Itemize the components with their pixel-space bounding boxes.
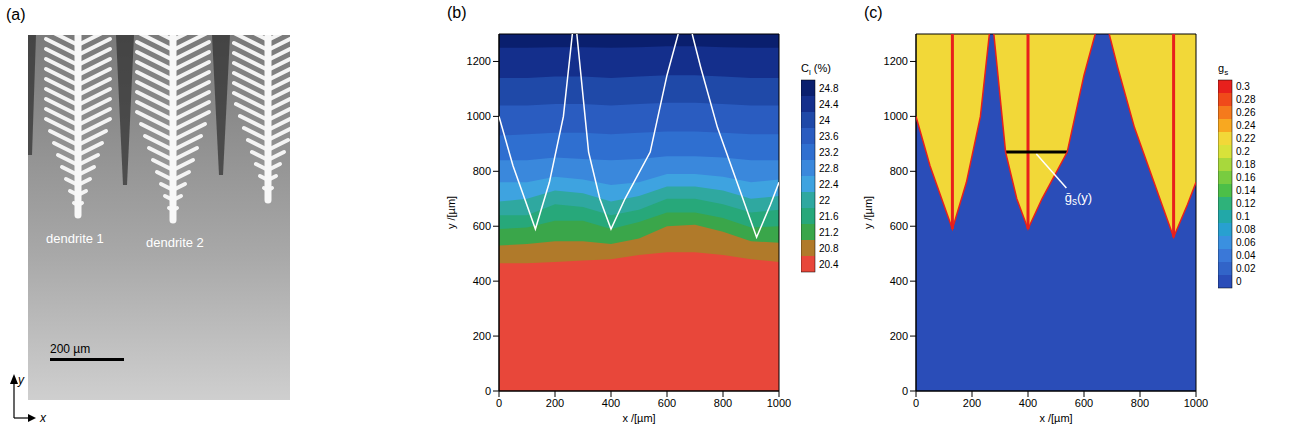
svg-text:24.4: 24.4 (819, 99, 839, 110)
svg-text:0.24: 0.24 (1236, 120, 1256, 131)
svg-text:(c): (c) (864, 4, 883, 21)
svg-text:800: 800 (714, 397, 732, 409)
svg-text:0: 0 (1236, 276, 1242, 287)
svg-text:0.06: 0.06 (1236, 237, 1256, 248)
svg-text:0.26: 0.26 (1236, 107, 1256, 118)
svg-text:1000: 1000 (1184, 397, 1208, 409)
svg-text:x /[µm]: x /[µm] (622, 412, 655, 424)
svg-text:24.8: 24.8 (819, 83, 839, 94)
svg-text:800: 800 (473, 165, 491, 177)
svg-text:(b): (b) (447, 4, 467, 21)
svg-text:800: 800 (1131, 397, 1149, 409)
svg-text:400: 400 (890, 275, 908, 287)
svg-text:x /[µm]: x /[µm] (1039, 412, 1072, 424)
svg-text:800: 800 (890, 165, 908, 177)
svg-text:0.14: 0.14 (1236, 185, 1256, 196)
svg-text:21.6: 21.6 (819, 211, 839, 222)
svg-text:1200: 1200 (467, 55, 491, 67)
svg-text:0.16: 0.16 (1236, 172, 1256, 183)
svg-text:600: 600 (658, 397, 676, 409)
svg-text:0.18: 0.18 (1236, 159, 1256, 170)
svg-text:0.04: 0.04 (1236, 250, 1256, 261)
svg-text:21.2: 21.2 (819, 227, 839, 238)
svg-text:0.2: 0.2 (1236, 146, 1250, 157)
svg-text:0: 0 (485, 385, 491, 397)
svg-text:1000: 1000 (884, 110, 908, 122)
svg-text:dendrite 1: dendrite 1 (46, 231, 104, 246)
svg-text:1000: 1000 (467, 110, 491, 122)
svg-text:23.6: 23.6 (819, 131, 839, 142)
svg-text:22: 22 (819, 195, 831, 206)
svg-text:(a): (a) (6, 6, 26, 23)
svg-text:400: 400 (473, 275, 491, 287)
svg-text:0: 0 (496, 397, 502, 409)
svg-text:20.4: 20.4 (819, 259, 839, 270)
svg-text:0.28: 0.28 (1236, 94, 1256, 105)
svg-text:1200: 1200 (884, 55, 908, 67)
svg-text:Cl (%): Cl (%) (801, 62, 831, 77)
svg-text:22.4: 22.4 (819, 179, 839, 190)
svg-text:600: 600 (473, 220, 491, 232)
svg-text:600: 600 (890, 220, 908, 232)
svg-text:400: 400 (602, 397, 620, 409)
svg-text:y /[µm]: y /[µm] (862, 196, 874, 229)
svg-text:24: 24 (819, 115, 831, 126)
svg-text:0.08: 0.08 (1236, 224, 1256, 235)
svg-text:gs: gs (1218, 62, 1228, 77)
svg-text:0.12: 0.12 (1236, 198, 1256, 209)
svg-text:0.22: 0.22 (1236, 133, 1256, 144)
svg-text:0.1: 0.1 (1236, 211, 1250, 222)
svg-text:1000: 1000 (767, 397, 791, 409)
svg-text:200: 200 (473, 330, 491, 342)
svg-text:200: 200 (546, 397, 564, 409)
svg-text:600: 600 (1075, 397, 1093, 409)
svg-text:0.02: 0.02 (1236, 263, 1256, 274)
svg-text:20.8: 20.8 (819, 243, 839, 254)
svg-text:200 µm: 200 µm (50, 342, 90, 356)
svg-text:22.8: 22.8 (819, 163, 839, 174)
svg-text:dendrite 2: dendrite 2 (146, 235, 204, 250)
svg-text:ḡs(y): ḡs(y) (1065, 190, 1092, 207)
svg-text:0: 0 (902, 385, 908, 397)
svg-text:0.3: 0.3 (1236, 81, 1250, 92)
svg-text:x: x (39, 411, 47, 425)
svg-text:y /[µm]: y /[µm] (445, 196, 457, 229)
svg-text:200: 200 (963, 397, 981, 409)
svg-text:200: 200 (890, 330, 908, 342)
svg-text:400: 400 (1019, 397, 1037, 409)
svg-text:y: y (17, 373, 25, 387)
svg-text:0: 0 (913, 397, 919, 409)
svg-text:23.2: 23.2 (819, 147, 839, 158)
